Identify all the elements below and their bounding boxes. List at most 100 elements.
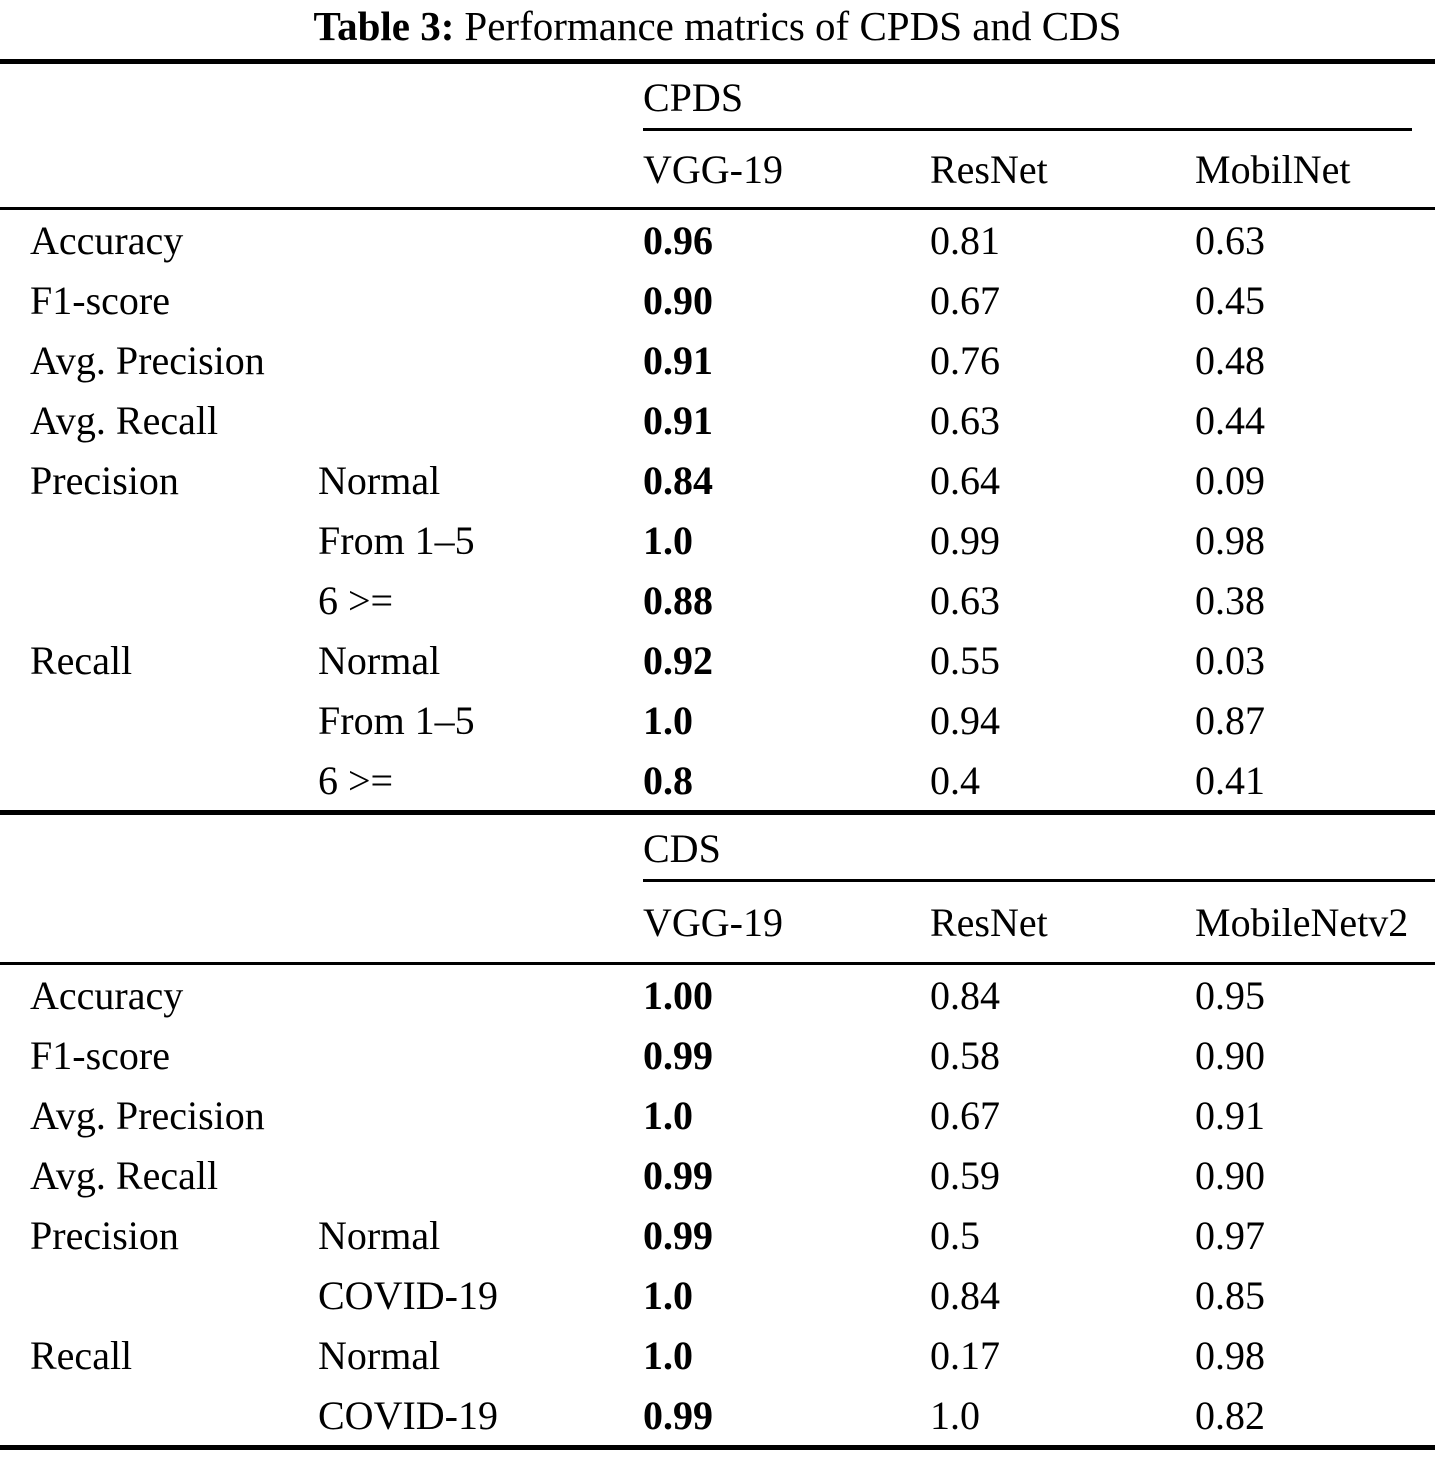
table-row: Accuracy 1.00 0.84 0.95 [0,964,1435,1026]
value-cell-mobilenetv2: 0.98 [1195,1332,1265,1378]
metric-cell [0,510,288,570]
value-cell-vgg19: 1.0 [643,517,693,563]
table-row: F1-score 0.99 0.58 0.90 [0,1025,1435,1085]
table-row: From 1–5 1.0 0.94 0.87 [0,690,1435,750]
value-cell-resnet: 0.4 [930,757,980,803]
section-header-cds: CDS [643,825,1435,882]
value-cell-vgg19: 1.0 [643,1332,693,1378]
metric-cell [0,690,288,750]
value-cell-resnet: 0.67 [930,1092,1000,1138]
value-cell-resnet: 0.64 [930,457,1000,503]
value-cell-resnet: 0.58 [930,1032,1000,1078]
column-header-row: VGG-19 ResNet MobilNet [0,131,1435,210]
value-cell-resnet: 0.63 [930,577,1000,623]
subcategory-cell [288,1085,613,1145]
value-cell-mobilenetv2: 0.90 [1195,1032,1265,1078]
table-row: COVID-19 0.99 1.0 0.82 [0,1385,1435,1448]
empty-cell [288,62,613,132]
section-header-cell: CPDS [613,62,1435,131]
table-caption-text: Performance matrics of CPDS and CDS [464,3,1122,49]
subcategory-cell: From 1–5 [318,517,475,563]
empty-cell [288,131,613,210]
value-cell-vgg19: 0.92 [643,637,713,683]
table-row: Recall Normal 1.0 0.17 0.98 [0,1325,1435,1385]
value-cell-resnet: 0.59 [930,1152,1000,1198]
table-row: Recall Normal 0.92 0.55 0.03 [0,630,1435,690]
value-cell-mobilnet: 0.03 [1195,637,1265,683]
metric-cell [0,750,288,813]
subcategory-cell: COVID-19 [318,1392,498,1438]
subcategory-cell: Normal [318,457,441,503]
table-row: Avg. Precision 0.91 0.76 0.48 [0,330,1435,390]
performance-table: CPDS VGG-19 ResNet MobilNet Accuracy 0.9… [0,59,1435,1450]
value-cell-vgg19: 0.88 [643,577,713,623]
table-row: Precision Normal 0.84 0.64 0.09 [0,450,1435,510]
value-cell-vgg19: 0.99 [643,1212,713,1258]
value-cell-mobilenetv2: 0.90 [1195,1152,1265,1198]
value-cell-vgg19: 0.91 [643,397,713,443]
column-header-vgg19: VGG-19 [613,131,898,210]
column-header-vgg19: VGG-19 [613,882,898,965]
table-row: Accuracy 0.96 0.81 0.63 [0,209,1435,271]
value-cell-mobilnet: 0.44 [1195,397,1265,443]
subcategory-cell: COVID-19 [318,1272,498,1318]
value-cell-vgg19: 1.0 [643,1092,693,1138]
value-cell-resnet: 0.84 [930,972,1000,1018]
value-cell-vgg19: 0.96 [643,217,713,263]
value-cell-mobilnet: 0.45 [1195,277,1265,323]
subcategory-cell: 6 >= [318,577,394,623]
column-header-mobilnet: MobilNet [1163,131,1435,210]
metric-cell: Precision [30,457,179,503]
subcategory-cell [288,209,613,271]
value-cell-mobilnet: 0.98 [1195,517,1265,563]
metric-cell: Avg. Recall [30,397,219,443]
value-cell-resnet: 0.76 [930,337,1000,383]
subcategory-cell [288,390,613,450]
metric-cell: F1-score [30,277,170,323]
subcategory-cell: Normal [318,1212,441,1258]
metric-cell [0,570,288,630]
value-cell-mobilnet: 0.48 [1195,337,1265,383]
table-caption-label: Table 3: [313,3,455,49]
value-cell-resnet: 0.55 [930,637,1000,683]
value-cell-resnet: 0.63 [930,397,1000,443]
subcategory-cell: Normal [318,1332,441,1378]
value-cell-vgg19: 0.90 [643,277,713,323]
section-header-cell: CDS [613,810,1435,882]
subcategory-cell [288,964,613,1026]
value-cell-vgg19: 0.99 [643,1032,713,1078]
empty-cell [288,882,613,965]
metric-cell: Accuracy [30,972,184,1018]
metric-cell: Precision [30,1212,179,1258]
subcategory-cell: From 1–5 [318,697,475,743]
value-cell-mobilenetv2: 0.95 [1195,972,1265,1018]
subcategory-cell [288,1025,613,1085]
table-caption: Table 3: Performance matrics of CPDS and … [0,0,1435,59]
value-cell-vgg19: 1.00 [643,972,713,1018]
metric-cell: Avg. Precision [30,1092,265,1138]
value-cell-vgg19: 0.99 [643,1392,713,1438]
subcategory-cell [288,1145,613,1205]
empty-cell [0,882,288,965]
subcategory-cell: 6 >= [318,757,394,803]
column-header-mobilenetv2: MobileNetv2 [1163,882,1435,965]
metric-cell [0,1265,288,1325]
value-cell-mobilnet: 0.09 [1195,457,1265,503]
value-cell-resnet: 0.17 [930,1332,1000,1378]
metric-cell: Recall [30,637,133,683]
table-row: Precision Normal 0.99 0.5 0.97 [0,1205,1435,1265]
value-cell-mobilnet: 0.41 [1195,757,1265,803]
value-cell-mobilnet: 0.38 [1195,577,1265,623]
value-cell-vgg19: 0.84 [643,457,713,503]
metric-cell: Accuracy [30,217,184,263]
table-row: Avg. Recall 0.91 0.63 0.44 [0,390,1435,450]
metric-cell: Avg. Recall [30,1152,219,1198]
metric-cell: Recall [30,1332,133,1378]
empty-cell [0,810,288,882]
table-row: 6 >= 0.8 0.4 0.41 [0,750,1435,813]
metric-cell: Avg. Precision [30,337,265,383]
value-cell-resnet: 0.5 [930,1212,980,1258]
column-header-resnet: ResNet [898,131,1163,210]
value-cell-mobilenetv2: 0.82 [1195,1392,1265,1438]
